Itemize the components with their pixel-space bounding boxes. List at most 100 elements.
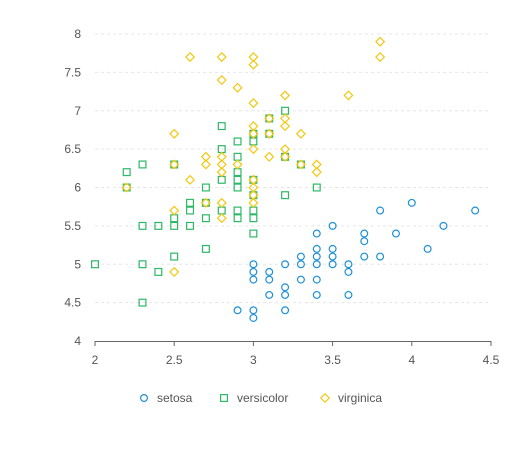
setosa-point — [328, 244, 337, 253]
x-tick-label: 3.5 — [324, 353, 341, 367]
legend-setosa-marker — [140, 394, 149, 403]
virginica-point — [248, 144, 259, 155]
virginica-point — [280, 144, 291, 155]
versicolor-point — [201, 183, 210, 192]
setosa-point — [391, 229, 400, 238]
setosa-point — [328, 221, 337, 230]
x-axis-tick-labels: 2 2.5 3 3.5 4 4.5 — [92, 353, 500, 367]
virginica-point — [232, 159, 243, 170]
setosa-point — [265, 290, 274, 299]
setosa-point — [312, 260, 321, 269]
virginica-point — [216, 75, 227, 86]
versicolor-point — [233, 152, 242, 161]
setosa-point — [281, 283, 290, 292]
virginica-point — [248, 59, 259, 70]
setosa-point — [281, 306, 290, 315]
setosa-point — [376, 252, 385, 261]
virginica-point — [248, 121, 259, 132]
setosa-point — [344, 260, 353, 269]
x-tick-label: 3 — [250, 353, 257, 367]
virginica-point — [121, 182, 132, 193]
virginica-point — [248, 190, 259, 201]
x-tick-label: 2.5 — [166, 353, 183, 367]
versicolor-point — [138, 160, 147, 169]
setosa-point — [328, 260, 337, 269]
virginica-point — [216, 167, 227, 178]
versicolor-point — [138, 298, 147, 307]
versicolor-point — [217, 122, 226, 131]
versicolor-point — [233, 175, 242, 184]
virginica-point — [169, 266, 180, 277]
virginica-point — [264, 113, 275, 124]
virginica-point — [248, 128, 259, 139]
setosa-point — [344, 290, 353, 299]
y-tick-label: 4.5 — [64, 296, 81, 310]
virginica-point — [200, 197, 211, 208]
legend-versicolor-label: versicolor — [237, 391, 288, 405]
setosa-point — [312, 275, 321, 284]
versicolor-point — [154, 221, 163, 230]
legend-versicolor-marker — [220, 394, 229, 403]
virginica-point — [264, 128, 275, 139]
setosa-point — [281, 260, 290, 269]
versicolor-point — [138, 260, 147, 269]
virginica-point — [248, 197, 259, 208]
setosa-point — [471, 206, 480, 215]
versicolor-point — [233, 183, 242, 192]
setosa-point — [296, 260, 305, 269]
setosa-point — [249, 267, 258, 276]
versicolor-point — [249, 229, 258, 238]
virginica-point — [169, 159, 180, 170]
setosa-point — [439, 221, 448, 230]
versicolor-point — [170, 221, 179, 230]
y-tick-label: 6 — [74, 181, 81, 195]
versicolor-point — [170, 252, 179, 261]
virginica-point — [216, 197, 227, 208]
versicolor-point — [217, 175, 226, 184]
y-tick-label: 7.5 — [64, 65, 81, 79]
virginica-point — [311, 167, 322, 178]
versicolor-point — [233, 206, 242, 215]
y-tick-label: 4 — [74, 334, 81, 348]
virginica-point — [375, 36, 386, 47]
virginica-point — [216, 159, 227, 170]
versicolor-point — [122, 168, 131, 177]
versicolor-point — [217, 206, 226, 215]
setosa-point — [265, 275, 274, 284]
virginica-point — [216, 213, 227, 224]
setosa-point — [328, 252, 337, 261]
y-tick-label: 6.5 — [64, 142, 81, 156]
virginica-point — [295, 159, 306, 170]
x-axis — [94, 341, 492, 346]
setosa-point — [312, 290, 321, 299]
x-tick-label: 4.5 — [483, 353, 500, 367]
setosa-point — [344, 267, 353, 276]
virginica-point — [343, 90, 354, 101]
legend-virginica-label: virginica — [338, 391, 382, 405]
versicolor-point — [201, 214, 210, 223]
setosa-point — [360, 237, 369, 246]
setosa-point — [265, 267, 274, 276]
virginica-point — [169, 205, 180, 216]
virginica-point — [248, 51, 259, 63]
virginica-point — [280, 90, 291, 101]
y-tick-label: 5 — [74, 257, 81, 271]
grid-lines — [95, 33, 491, 304]
versicolor-point — [249, 214, 258, 223]
setosa-point — [376, 206, 385, 215]
setosa-point — [360, 229, 369, 238]
legend: setosa versicolor virginica — [140, 391, 382, 405]
virginica-point — [375, 51, 386, 63]
setosa-point — [407, 198, 416, 207]
setosa-point — [249, 306, 258, 315]
virginica-point — [295, 128, 306, 139]
setosa-point — [233, 306, 242, 315]
versicolor-point — [186, 206, 195, 215]
virginica-point — [232, 82, 243, 93]
x-tick-label: 2 — [92, 353, 99, 367]
virginica-point — [248, 182, 259, 193]
legend-virginica-marker — [319, 392, 331, 404]
versicolor-point — [233, 168, 242, 177]
